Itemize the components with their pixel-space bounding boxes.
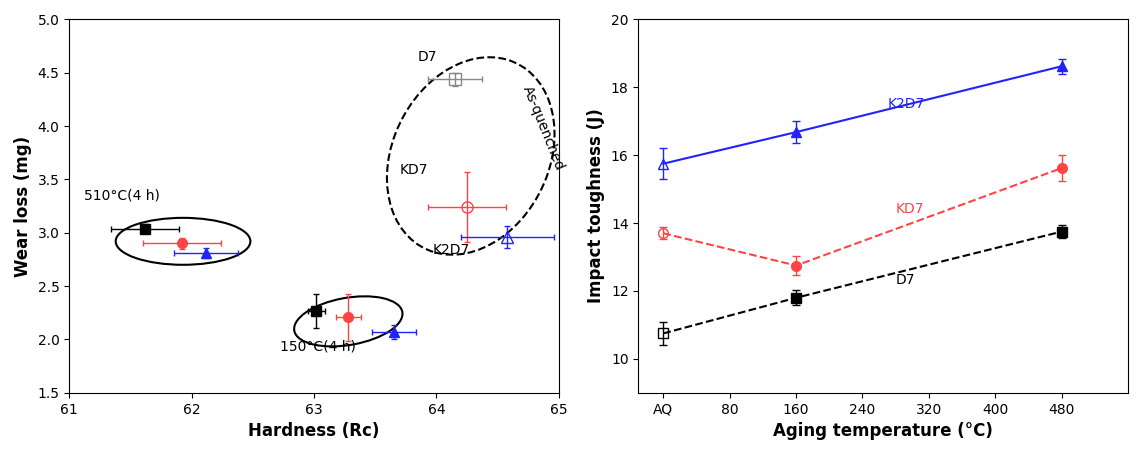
Y-axis label: Impact toughness (J): Impact toughness (J) <box>587 109 605 303</box>
Text: KD7: KD7 <box>400 163 428 178</box>
Text: D7: D7 <box>895 273 915 287</box>
Text: D7: D7 <box>418 50 437 64</box>
Text: KD7: KD7 <box>895 202 924 216</box>
X-axis label: Aging temperature (°C): Aging temperature (°C) <box>773 422 994 440</box>
Text: K2D7: K2D7 <box>433 243 471 257</box>
Text: 510°C(4 h): 510°C(4 h) <box>83 189 160 203</box>
Text: K2D7: K2D7 <box>887 97 925 111</box>
Y-axis label: Wear loss (mg): Wear loss (mg) <box>14 136 32 276</box>
X-axis label: Hardness (Rc): Hardness (Rc) <box>248 422 380 440</box>
Text: As-quenched: As-quenched <box>520 84 566 173</box>
Text: 150°C(4 h): 150°C(4 h) <box>280 339 355 353</box>
